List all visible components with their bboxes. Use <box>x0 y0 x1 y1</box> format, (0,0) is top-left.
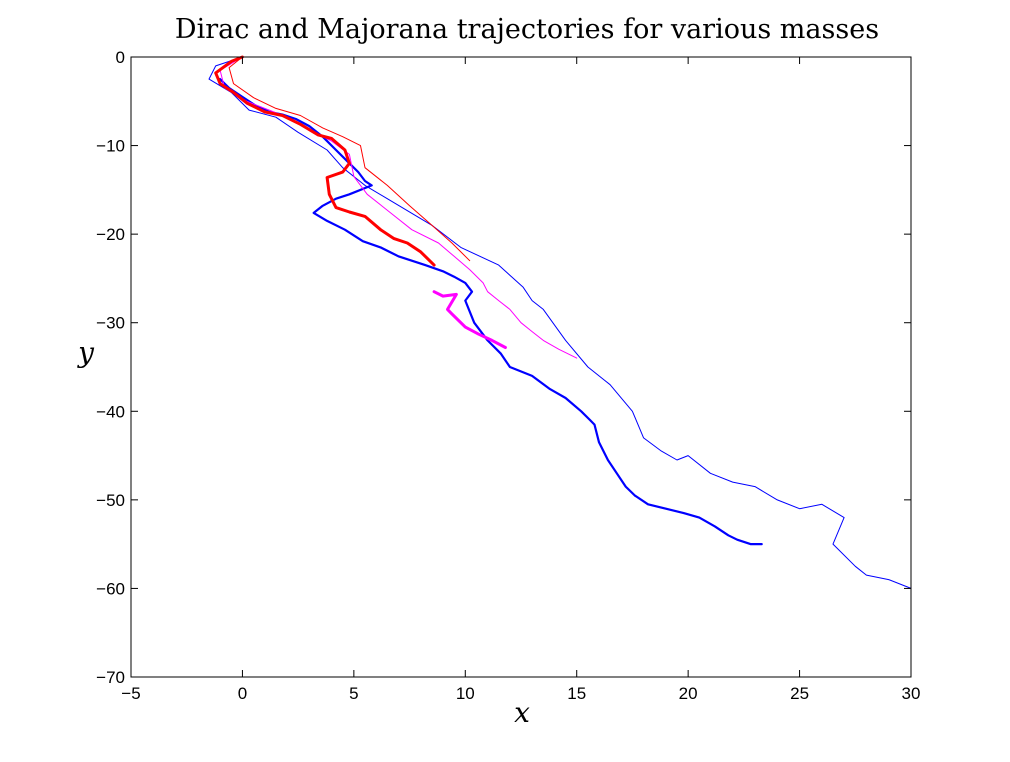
series-line-red-main <box>214 55 436 267</box>
y-axis-label: y <box>76 336 95 369</box>
y-tick-label: −40 <box>96 402 125 421</box>
series-line-red-thin <box>228 56 471 262</box>
y-tick-label: −10 <box>96 137 125 156</box>
series-layer <box>208 55 912 589</box>
series-line-blue-coils <box>219 78 763 546</box>
series-line-magenta-thick <box>432 290 507 349</box>
x-tick-label: 0 <box>238 684 247 703</box>
x-tick-label: 10 <box>456 684 475 703</box>
x-tick-label: 5 <box>349 684 358 703</box>
x-tick-label: −5 <box>121 684 140 703</box>
y-tick-label: −70 <box>96 668 125 687</box>
series-line-magenta-thin <box>219 56 578 359</box>
y-tick-label: −30 <box>96 314 125 333</box>
chart-title: Dirac and Majorana trajectories for vari… <box>175 14 879 45</box>
x-tick-label: 25 <box>790 684 809 703</box>
x-tick-label: 30 <box>902 684 921 703</box>
series-line-blue-long <box>208 56 912 589</box>
y-tick-label: −50 <box>96 491 125 510</box>
y-tick-label: −60 <box>96 579 125 598</box>
ticks-layer: −5 0 5 10 15 20 25 300−10−20−30−40−50−60−70 <box>96 48 920 703</box>
y-tick-label: 0 <box>116 48 125 67</box>
y-tick-label: −20 <box>96 225 125 244</box>
x-axis-label: x <box>514 696 530 729</box>
plot-frame <box>130 56 912 678</box>
x-tick-label: 20 <box>679 684 698 703</box>
x-tick-label: 15 <box>567 684 586 703</box>
